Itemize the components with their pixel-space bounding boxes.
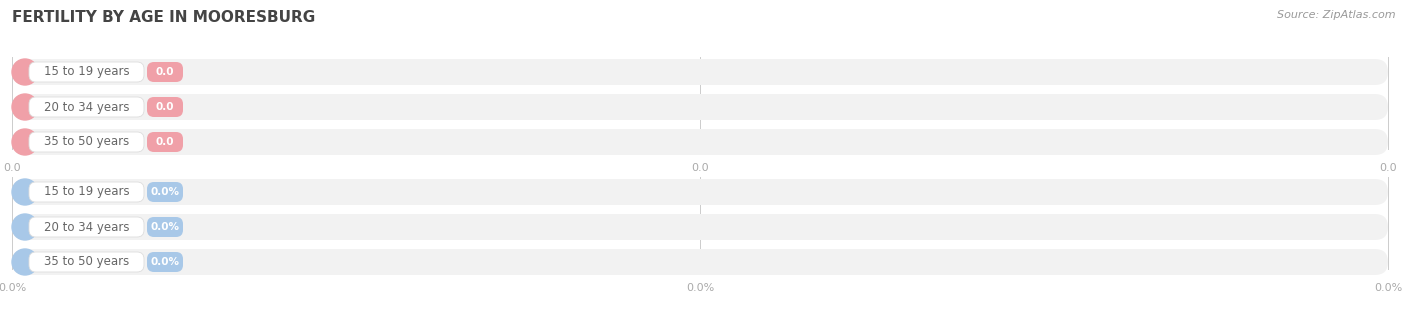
FancyBboxPatch shape [148, 97, 183, 117]
Text: 15 to 19 years: 15 to 19 years [44, 185, 129, 199]
Text: FERTILITY BY AGE IN MOORESBURG: FERTILITY BY AGE IN MOORESBURG [13, 10, 315, 25]
Text: 0.0: 0.0 [156, 102, 174, 112]
Text: 0.0%: 0.0% [0, 283, 27, 293]
FancyBboxPatch shape [148, 217, 183, 237]
FancyBboxPatch shape [13, 129, 1388, 155]
FancyBboxPatch shape [148, 132, 183, 152]
FancyBboxPatch shape [148, 182, 183, 202]
FancyBboxPatch shape [13, 179, 1388, 205]
Text: 0.0%: 0.0% [150, 187, 180, 197]
Text: 0.0%: 0.0% [1374, 283, 1402, 293]
FancyBboxPatch shape [30, 182, 143, 202]
Text: 0.0: 0.0 [692, 163, 709, 173]
Text: Source: ZipAtlas.com: Source: ZipAtlas.com [1278, 10, 1396, 20]
Text: 20 to 34 years: 20 to 34 years [44, 220, 129, 234]
Circle shape [13, 214, 38, 240]
Circle shape [13, 59, 38, 85]
Circle shape [13, 129, 38, 155]
Circle shape [13, 249, 38, 275]
Text: 0.0: 0.0 [3, 163, 21, 173]
FancyBboxPatch shape [148, 252, 183, 272]
FancyBboxPatch shape [13, 94, 1388, 120]
Text: 0.0%: 0.0% [150, 222, 180, 232]
FancyBboxPatch shape [30, 217, 143, 237]
Text: 35 to 50 years: 35 to 50 years [44, 255, 129, 269]
Circle shape [13, 94, 38, 120]
Text: 0.0%: 0.0% [686, 283, 714, 293]
Text: 15 to 19 years: 15 to 19 years [44, 65, 129, 79]
FancyBboxPatch shape [30, 62, 143, 82]
FancyBboxPatch shape [13, 214, 1388, 240]
Text: 0.0: 0.0 [156, 137, 174, 147]
Text: 0.0: 0.0 [156, 67, 174, 77]
Text: 0.0%: 0.0% [150, 257, 180, 267]
Circle shape [13, 179, 38, 205]
FancyBboxPatch shape [13, 59, 1388, 85]
FancyBboxPatch shape [30, 97, 143, 117]
Text: 35 to 50 years: 35 to 50 years [44, 136, 129, 148]
FancyBboxPatch shape [148, 62, 183, 82]
FancyBboxPatch shape [30, 132, 143, 152]
FancyBboxPatch shape [13, 249, 1388, 275]
Text: 0.0: 0.0 [1379, 163, 1396, 173]
Text: 20 to 34 years: 20 to 34 years [44, 101, 129, 114]
FancyBboxPatch shape [30, 252, 143, 272]
